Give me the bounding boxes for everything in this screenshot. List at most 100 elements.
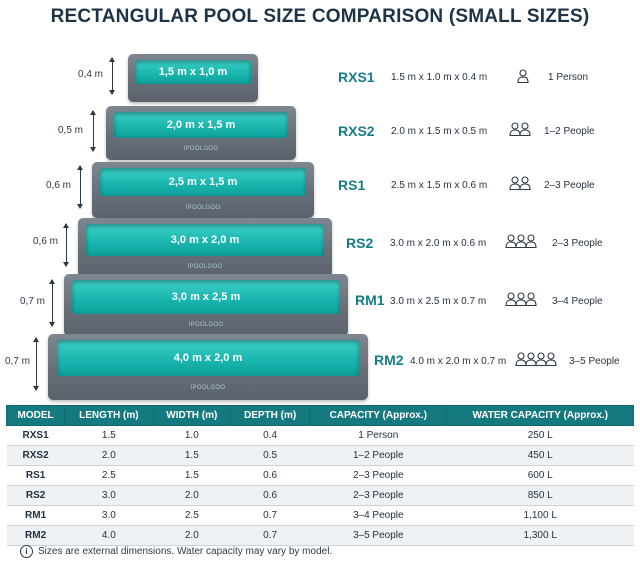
people-icons [505, 292, 537, 306]
depth-label: 0,6 m [46, 180, 72, 191]
table-row: RS1 2.5 1.5 0.6 2–3 People 600 L [6, 465, 634, 486]
table-cell: RM1 [6, 505, 65, 526]
pool-illustration: 2,0 m x 1,5 m IPOOLGOO [106, 106, 296, 160]
person-icon [525, 292, 537, 306]
table-cell: 1–2 People [309, 445, 447, 466]
column-header: MODEL [5, 405, 66, 426]
pool-row-rxs1: 0,4 m 1,5 m x 1,0 m RXS1 1.5 m x 1.0 m x… [0, 52, 640, 108]
table-cell: 1.5 [153, 465, 231, 486]
specs-table: MODEL LENGTH (m) WIDTH (m) DEPTH (m) CAP… [5, 405, 634, 546]
table-cell: 1.5 [64, 425, 154, 446]
pool-water: 3,0 m x 2,5 m [72, 280, 340, 314]
footnote: i Sizes are external dimensions. Water c… [20, 545, 332, 558]
table-cell: 2.5 [153, 505, 231, 526]
table-cell: 3–5 People [309, 525, 447, 546]
table-cell: 1.5 [153, 445, 231, 466]
table-cell: 2.5 [64, 465, 154, 486]
column-header: WIDTH (m) [152, 405, 232, 426]
table-cell: 1,300 L [446, 525, 634, 546]
table-cell: RS1 [6, 465, 65, 486]
table-cell: RXS1 [6, 425, 65, 446]
table-cell: 3–4 People [309, 505, 447, 526]
table-cell: 0.6 [230, 485, 310, 506]
people-icons [505, 234, 537, 248]
brand-logo: IPOOLGOO [185, 205, 221, 211]
pool-row-rm1: 0,7 m 3,0 m x 2,5 m IPOOLGOO RM1 3.0 m x… [0, 274, 640, 336]
column-header: WATER CAPACITY (Approx.) [446, 405, 634, 426]
people-icons [515, 352, 557, 366]
table-cell: RXS2 [6, 445, 65, 466]
model-name: RS1 [338, 177, 366, 193]
table-cell: 600 L [446, 465, 634, 486]
capacity-text: 2–3 People [552, 238, 603, 249]
depth-label: 0,7 m [20, 296, 46, 307]
pool-water: 1,5 m x 1,0 m [135, 60, 251, 84]
table-cell: RM2 [6, 525, 65, 546]
table-cell: 0.4 [230, 425, 310, 446]
table-row: RXS2 2.0 1.5 0.5 1–2 People 450 L [6, 445, 634, 466]
column-header: CAPACITY (Approx.) [309, 405, 448, 426]
depth-arrow [90, 110, 96, 152]
table-cell: 2–3 People [309, 465, 447, 486]
column-header: DEPTH (m) [230, 405, 311, 426]
pool-dimensions: 2.0 m x 1.5 m x 0.5 m [391, 126, 488, 137]
table-cell: 3.0 [64, 505, 154, 526]
table-cell: 2.0 [153, 525, 231, 546]
pool-size-label: 3,0 m x 2,0 m [170, 234, 240, 246]
table-cell: 2–3 People [309, 485, 447, 506]
table-row: RXS1 1.5 1.0 0.4 1 Person 250 L [6, 425, 634, 446]
table-row: RM2 4.0 2.0 0.7 3–5 People 1,300 L [6, 525, 634, 546]
info-icon: i [20, 545, 33, 558]
pool-size-label: 4,0 m x 2,0 m [173, 352, 243, 364]
pool-size-label: 2,5 m x 1,5 m [168, 176, 238, 188]
table-cell: 450 L [446, 445, 634, 466]
pool-dimensions: 3.0 m x 2.0 m x 0.6 m [390, 238, 487, 249]
depth-label: 0,4 m [78, 69, 104, 80]
pool-dimensions: 4.0 m x 2.0 m x 0.7 m [410, 356, 507, 367]
column-header: LENGTH (m) [64, 405, 154, 426]
pool-water: 3,0 m x 2,0 m [86, 224, 324, 256]
pool-size-label: 1,5 m x 1,0 m [158, 66, 228, 78]
depth-arrow [49, 279, 55, 327]
people-icons [517, 69, 529, 83]
model-name: RM1 [355, 292, 385, 308]
person-icon [519, 176, 531, 190]
capacity-text: 1 Person [548, 72, 589, 83]
table-cell: 0.6 [230, 465, 310, 486]
table-row: RM1 3.0 2.5 0.7 3–4 People 1,100 L [6, 505, 634, 526]
capacity-text: 1–2 People [544, 126, 595, 137]
pool-row-rs1: 0,6 m 2,5 m x 1,5 m IPOOLGOO RS1 2.5 m x… [0, 160, 640, 218]
person-icon [525, 234, 537, 248]
person-icon [519, 122, 531, 136]
pool-size-label: 2,0 m x 1,5 m [166, 119, 236, 131]
model-name: RM2 [374, 352, 404, 368]
depth-label: 0,6 m [33, 236, 59, 247]
capacity-text: 3–5 People [569, 356, 620, 367]
capacity-text: 3–4 People [552, 296, 603, 307]
person-icon [517, 69, 529, 83]
pool-row-rm2: 0,7 m 4,0 m x 2,0 m IPOOLGOO RM2 4.0 m x… [0, 332, 640, 400]
page-title: RECTANGULAR POOL SIZE COMPARISON (SMALL … [50, 6, 590, 27]
depth-arrow [109, 57, 115, 95]
pool-row-rs2: 0,6 m 3,0 m x 2,0 m IPOOLGOO RS2 3.0 m x… [0, 216, 640, 278]
person-icon [545, 352, 557, 366]
pool-illustration: 3,0 m x 2,0 m IPOOLGOO [78, 218, 332, 278]
pool-water: 2,0 m x 1,5 m [114, 112, 288, 138]
table-cell: 4.0 [64, 525, 154, 546]
model-name: RXS1 [338, 69, 375, 85]
table-cell: 850 L [446, 485, 634, 506]
model-name: RXS2 [338, 123, 375, 139]
depth-arrow [33, 337, 39, 391]
people-icons [509, 176, 531, 190]
table-cell: 1.0 [153, 425, 231, 446]
pool-illustration: 3,0 m x 2,5 m IPOOLGOO [64, 274, 348, 336]
pool-size-label: 3,0 m x 2,5 m [171, 291, 241, 303]
brand-logo: IPOOLGOO [190, 385, 226, 391]
brand-logo: IPOOLGOO [183, 146, 219, 152]
pool-water: 4,0 m x 2,0 m [57, 340, 359, 376]
pool-water: 2,5 m x 1,5 m [100, 168, 306, 196]
brand-logo: IPOOLGOO [188, 322, 224, 328]
model-name: RS2 [346, 235, 374, 251]
pool-dimensions: 1.5 m x 1.0 m x 0.4 m [391, 72, 488, 83]
pool-dimensions: 2.5 m x 1.5 m x 0.6 m [391, 180, 488, 191]
